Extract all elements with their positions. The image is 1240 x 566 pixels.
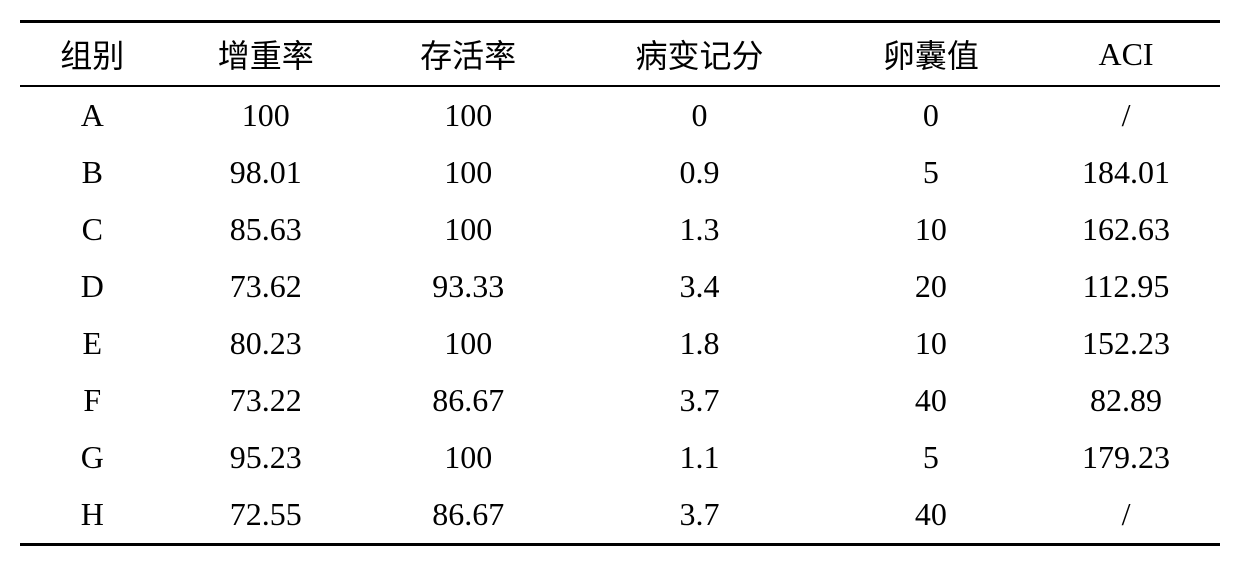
table-cell: 100 [367, 201, 569, 258]
table-row: E 80.23 100 1.8 10 152.23 [20, 315, 1220, 372]
table-cell: 5 [830, 429, 1032, 486]
table-cell: 86.67 [367, 486, 569, 545]
table-cell: 179.23 [1032, 429, 1220, 486]
header-cell: ACI [1032, 22, 1220, 87]
table-cell: 3.7 [569, 486, 829, 545]
table-cell: / [1032, 486, 1220, 545]
table-cell: 112.95 [1032, 258, 1220, 315]
table-cell: 100 [367, 86, 569, 144]
table-cell: 0 [830, 86, 1032, 144]
table-cell: 1.3 [569, 201, 829, 258]
table-cell: 152.23 [1032, 315, 1220, 372]
table-cell: 93.33 [367, 258, 569, 315]
table-cell: H [20, 486, 165, 545]
table-row: H 72.55 86.67 3.7 40 / [20, 486, 1220, 545]
data-table: 组别 增重率 存活率 病变记分 卵囊值 ACI A 100 100 0 0 / … [20, 20, 1220, 546]
header-row: 组别 增重率 存活率 病变记分 卵囊值 ACI [20, 22, 1220, 87]
header-cell: 增重率 [165, 22, 367, 87]
table-cell: 0 [569, 86, 829, 144]
table-cell: / [1032, 86, 1220, 144]
header-cell: 卵囊值 [830, 22, 1032, 87]
table-cell: 40 [830, 486, 1032, 545]
header-cell: 存活率 [367, 22, 569, 87]
table-cell: 86.67 [367, 372, 569, 429]
table-row: B 98.01 100 0.9 5 184.01 [20, 144, 1220, 201]
table-cell: 100 [367, 315, 569, 372]
table-cell: 100 [367, 144, 569, 201]
table-cell: B [20, 144, 165, 201]
table-cell: D [20, 258, 165, 315]
table-cell: 72.55 [165, 486, 367, 545]
data-table-container: 组别 增重率 存活率 病变记分 卵囊值 ACI A 100 100 0 0 / … [20, 20, 1220, 546]
table-cell: 95.23 [165, 429, 367, 486]
table-cell: 100 [367, 429, 569, 486]
table-cell: 1.8 [569, 315, 829, 372]
table-row: G 95.23 100 1.1 5 179.23 [20, 429, 1220, 486]
table-row: C 85.63 100 1.3 10 162.63 [20, 201, 1220, 258]
table-cell: 40 [830, 372, 1032, 429]
table-cell: C [20, 201, 165, 258]
table-cell: 80.23 [165, 315, 367, 372]
table-cell: 10 [830, 201, 1032, 258]
header-cell: 病变记分 [569, 22, 829, 87]
table-body: A 100 100 0 0 / B 98.01 100 0.9 5 184.01… [20, 86, 1220, 545]
header-cell: 组别 [20, 22, 165, 87]
table-cell: 3.4 [569, 258, 829, 315]
table-cell: 5 [830, 144, 1032, 201]
table-cell: 98.01 [165, 144, 367, 201]
table-cell: 1.1 [569, 429, 829, 486]
table-header: 组别 增重率 存活率 病变记分 卵囊值 ACI [20, 22, 1220, 87]
table-cell: 162.63 [1032, 201, 1220, 258]
table-cell: E [20, 315, 165, 372]
table-cell: 73.22 [165, 372, 367, 429]
table-cell: 82.89 [1032, 372, 1220, 429]
table-cell: 85.63 [165, 201, 367, 258]
table-cell: 73.62 [165, 258, 367, 315]
table-cell: G [20, 429, 165, 486]
table-cell: 3.7 [569, 372, 829, 429]
table-cell: 20 [830, 258, 1032, 315]
table-row: D 73.62 93.33 3.4 20 112.95 [20, 258, 1220, 315]
table-row: F 73.22 86.67 3.7 40 82.89 [20, 372, 1220, 429]
table-cell: 0.9 [569, 144, 829, 201]
table-cell: 10 [830, 315, 1032, 372]
table-cell: A [20, 86, 165, 144]
table-cell: 184.01 [1032, 144, 1220, 201]
table-row: A 100 100 0 0 / [20, 86, 1220, 144]
table-cell: F [20, 372, 165, 429]
table-cell: 100 [165, 86, 367, 144]
